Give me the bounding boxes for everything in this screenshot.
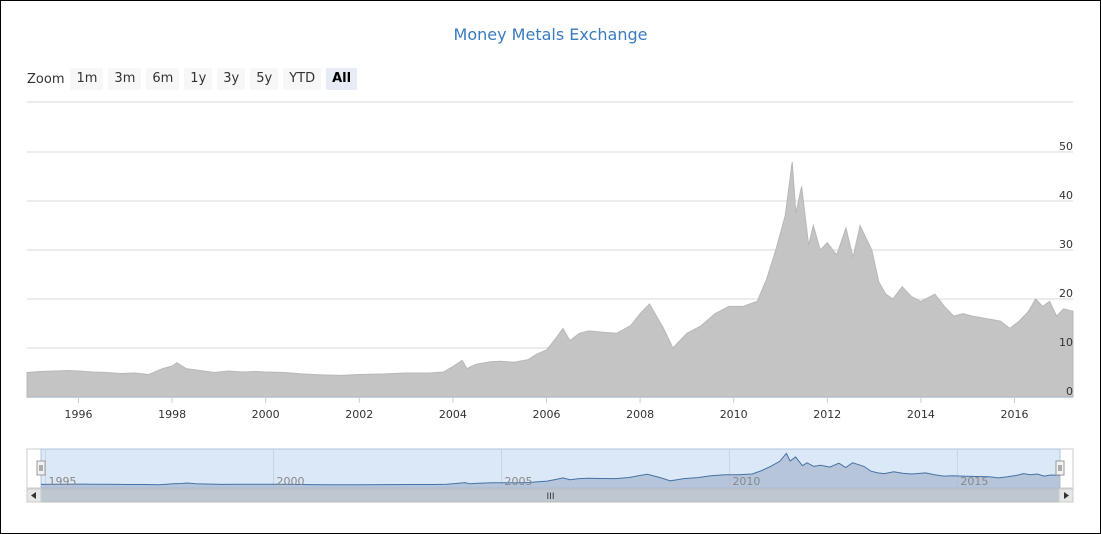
zoom-5y-button[interactable]: 5y — [250, 68, 279, 90]
x-tick-label-2000: 2000 — [252, 408, 280, 421]
y-tick-label-30: 30 — [1059, 238, 1073, 251]
x-tick-label-1998: 1998 — [158, 408, 186, 421]
x-tick-label-2014: 2014 — [907, 408, 935, 421]
x-tick-label-2006: 2006 — [532, 408, 560, 421]
navigator-label-1995: 1995 — [49, 475, 77, 488]
navigator-label-2015: 2015 — [960, 475, 988, 488]
zoom-all-button[interactable]: All — [326, 68, 358, 90]
navigator-label-2010: 2010 — [732, 475, 760, 488]
y-tick-label-40: 40 — [1059, 189, 1073, 202]
zoom-1y-button[interactable]: 1y — [184, 68, 213, 90]
scroll-right-arrow-icon — [1064, 492, 1069, 499]
navigator-area — [41, 453, 1060, 488]
zoom-6m-button[interactable]: 6m — [146, 68, 180, 90]
navigator-line — [40, 452, 1061, 486]
navigator-right-handle[interactable] — [1055, 460, 1065, 476]
scroll-left-arrow-icon — [31, 492, 36, 499]
zoom-3y-button[interactable]: 3y — [217, 68, 246, 90]
navigator-label-2005: 2005 — [504, 475, 532, 488]
x-axis-ticks: 1996 1998 2000 2002 2004 2006 2008 2010 2012 2014… — [27, 397, 1073, 421]
zoom-ytd-button[interactable]: YTD — [283, 68, 322, 90]
navigator-left-handle[interactable] — [36, 460, 46, 476]
navigator[interactable]: 1995 2000 2005 2010 2015 III — [26, 448, 1074, 503]
zoom-1m-button[interactable]: 1m — [70, 68, 104, 90]
zoom-label: Zoom — [27, 71, 65, 87]
y-tick-label-20: 20 — [1059, 287, 1073, 300]
y-axis-ticks: 0 10 20 30 40 50 — [1059, 140, 1073, 398]
x-tick-label-2008: 2008 — [626, 408, 654, 421]
y-tick-label-0: 0 — [1066, 385, 1073, 398]
x-tick-label-2012: 2012 — [813, 408, 841, 421]
x-tick-label-1996: 1996 — [64, 408, 92, 421]
scrollbar-grip: III — [547, 492, 555, 502]
x-tick-label-2004: 2004 — [439, 408, 467, 421]
navigator-label-2000: 2000 — [277, 475, 305, 488]
area-series-layer — [26, 161, 1074, 398]
x-tick-label-2002: 2002 — [345, 408, 373, 421]
x-tick-label-2016: 2016 — [1000, 408, 1028, 421]
chart-title: Money Metals Exchange — [453, 25, 648, 44]
x-tick-label-2010: 2010 — [720, 408, 748, 421]
y-tick-label-50: 50 — [1059, 140, 1073, 153]
range-selector: Zoom 1m 3m 6m 1y 3y 5y YTD All — [27, 68, 362, 90]
y-tick-label-10: 10 — [1059, 336, 1073, 349]
price-area — [26, 161, 1074, 398]
zoom-3m-button[interactable]: 3m — [108, 68, 142, 90]
